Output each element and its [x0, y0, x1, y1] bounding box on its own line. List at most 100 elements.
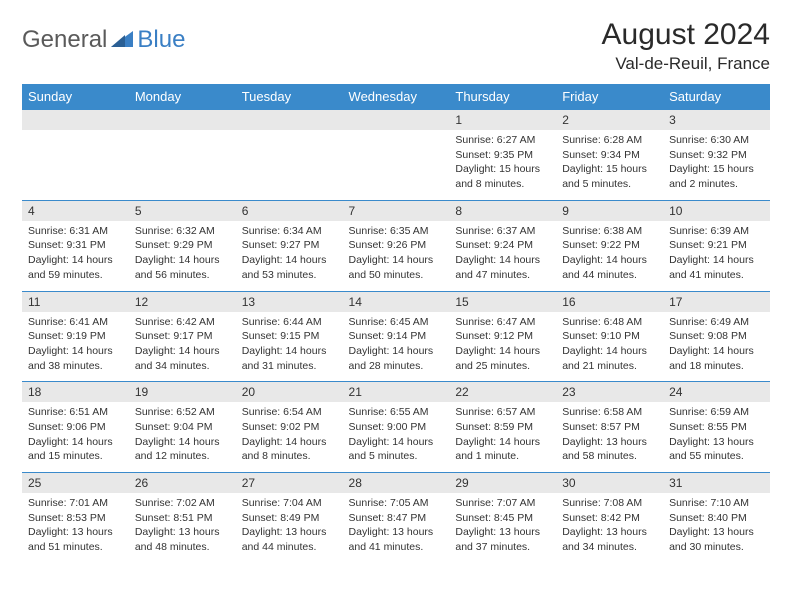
day-cell-line: Sunset: 9:08 PM — [669, 329, 764, 344]
day-cell-line: and 8 minutes. — [242, 449, 337, 464]
day-cell-line: Sunset: 9:00 PM — [349, 420, 444, 435]
header: General Blue August 2024 Val-de-Reuil, F… — [22, 18, 770, 74]
day-cell: Sunrise: 6:49 AMSunset: 9:08 PMDaylight:… — [663, 312, 770, 382]
day-cell: Sunrise: 6:32 AMSunset: 9:29 PMDaylight:… — [129, 221, 236, 291]
day-cell-line: Sunset: 9:12 PM — [455, 329, 550, 344]
day-cell-line: Sunset: 8:45 PM — [455, 511, 550, 526]
day-cell-line: Daylight: 14 hours — [349, 435, 444, 450]
date-number: 25 — [22, 473, 129, 494]
day-cell-line: Sunset: 9:19 PM — [28, 329, 123, 344]
day-cell-line: and 8 minutes. — [455, 177, 550, 192]
date-number: 2 — [556, 110, 663, 131]
day-cell-line: Sunrise: 6:35 AM — [349, 224, 444, 239]
day-header: Thursday — [449, 84, 556, 110]
day-cell-line: Sunrise: 6:51 AM — [28, 405, 123, 420]
day-cell-line: Sunrise: 7:07 AM — [455, 496, 550, 511]
day-cell-line: Sunset: 9:29 PM — [135, 238, 230, 253]
day-cell-line: Sunset: 8:59 PM — [455, 420, 550, 435]
date-number: 12 — [129, 291, 236, 312]
day-cell: Sunrise: 6:48 AMSunset: 9:10 PMDaylight:… — [556, 312, 663, 382]
day-cell-line: Sunrise: 6:57 AM — [455, 405, 550, 420]
day-cell-line: Daylight: 15 hours — [562, 162, 657, 177]
date-number: 18 — [22, 382, 129, 403]
day-cell-line: Sunrise: 7:10 AM — [669, 496, 764, 511]
day-cell-line: Sunset: 9:15 PM — [242, 329, 337, 344]
date-number: 14 — [343, 291, 450, 312]
day-cell-line: and 55 minutes. — [669, 449, 764, 464]
day-cell: Sunrise: 6:42 AMSunset: 9:17 PMDaylight:… — [129, 312, 236, 382]
day-cell-line: Daylight: 14 hours — [135, 435, 230, 450]
date-number: 16 — [556, 291, 663, 312]
day-header: Saturday — [663, 84, 770, 110]
day-cell-line: and 2 minutes. — [669, 177, 764, 192]
day-cell-line: Daylight: 15 hours — [455, 162, 550, 177]
content-row: Sunrise: 7:01 AMSunset: 8:53 PMDaylight:… — [22, 493, 770, 563]
day-cell-line: and 25 minutes. — [455, 359, 550, 374]
day-cell-line: and 59 minutes. — [28, 268, 123, 283]
content-row: Sunrise: 6:27 AMSunset: 9:35 PMDaylight:… — [22, 130, 770, 200]
day-cell: Sunrise: 6:57 AMSunset: 8:59 PMDaylight:… — [449, 402, 556, 472]
day-cell-line: Daylight: 13 hours — [28, 525, 123, 540]
date-number: 15 — [449, 291, 556, 312]
date-number: 9 — [556, 200, 663, 221]
day-cell-line: Daylight: 13 hours — [562, 435, 657, 450]
day-cell-line: Sunrise: 6:27 AM — [455, 133, 550, 148]
date-number: 7 — [343, 200, 450, 221]
day-cell-line: Daylight: 15 hours — [669, 162, 764, 177]
day-cell-line: Daylight: 14 hours — [135, 344, 230, 359]
day-cell: Sunrise: 6:47 AMSunset: 9:12 PMDaylight:… — [449, 312, 556, 382]
logo-triangle-icon — [111, 29, 133, 52]
day-cell: Sunrise: 6:27 AMSunset: 9:35 PMDaylight:… — [449, 130, 556, 200]
date-number: 5 — [129, 200, 236, 221]
day-cell-line: Daylight: 14 hours — [562, 344, 657, 359]
date-number: 24 — [663, 382, 770, 403]
calendar-page: General Blue August 2024 Val-de-Reuil, F… — [0, 0, 792, 581]
date-number: 21 — [343, 382, 450, 403]
day-cell: Sunrise: 6:35 AMSunset: 9:26 PMDaylight:… — [343, 221, 450, 291]
day-cell-line: and 38 minutes. — [28, 359, 123, 374]
date-number: 13 — [236, 291, 343, 312]
day-header: Friday — [556, 84, 663, 110]
content-row: Sunrise: 6:31 AMSunset: 9:31 PMDaylight:… — [22, 221, 770, 291]
day-cell-line: and 44 minutes. — [562, 268, 657, 283]
day-cell-line: Sunrise: 6:47 AM — [455, 315, 550, 330]
day-cell: Sunrise: 6:37 AMSunset: 9:24 PMDaylight:… — [449, 221, 556, 291]
day-cell-line: Daylight: 14 hours — [669, 253, 764, 268]
date-row: 18192021222324 — [22, 382, 770, 403]
day-cell-line: Sunset: 8:57 PM — [562, 420, 657, 435]
day-cell-line: Sunset: 9:04 PM — [135, 420, 230, 435]
day-cell-line: and 47 minutes. — [455, 268, 550, 283]
day-cell-line: Daylight: 13 hours — [349, 525, 444, 540]
day-cell-line: Sunrise: 6:44 AM — [242, 315, 337, 330]
date-number: 6 — [236, 200, 343, 221]
day-cell-line: Sunset: 8:51 PM — [135, 511, 230, 526]
day-cell: Sunrise: 6:44 AMSunset: 9:15 PMDaylight:… — [236, 312, 343, 382]
day-cell-line: and 18 minutes. — [669, 359, 764, 374]
day-cell-line: Daylight: 13 hours — [669, 435, 764, 450]
day-cell-line: Daylight: 14 hours — [562, 253, 657, 268]
day-cell-line: Sunset: 8:40 PM — [669, 511, 764, 526]
content-row: Sunrise: 6:41 AMSunset: 9:19 PMDaylight:… — [22, 312, 770, 382]
day-cell-line: Sunset: 9:31 PM — [28, 238, 123, 253]
day-cell-line: Sunset: 9:27 PM — [242, 238, 337, 253]
day-cell: Sunrise: 6:31 AMSunset: 9:31 PMDaylight:… — [22, 221, 129, 291]
day-cell-line: Sunrise: 6:54 AM — [242, 405, 337, 420]
day-cell-line: Daylight: 13 hours — [135, 525, 230, 540]
day-cell-line: Sunrise: 6:52 AM — [135, 405, 230, 420]
date-row: 45678910 — [22, 200, 770, 221]
day-cell-line: Sunrise: 6:42 AM — [135, 315, 230, 330]
date-number: 30 — [556, 473, 663, 494]
day-header-row: SundayMondayTuesdayWednesdayThursdayFrid… — [22, 84, 770, 110]
day-cell: Sunrise: 6:39 AMSunset: 9:21 PMDaylight:… — [663, 221, 770, 291]
day-cell-line: Sunrise: 6:30 AM — [669, 133, 764, 148]
day-cell-line: and 5 minutes. — [349, 449, 444, 464]
day-cell: Sunrise: 6:30 AMSunset: 9:32 PMDaylight:… — [663, 130, 770, 200]
day-cell-line: Sunrise: 7:02 AM — [135, 496, 230, 511]
day-cell: Sunrise: 7:07 AMSunset: 8:45 PMDaylight:… — [449, 493, 556, 563]
day-cell: Sunrise: 6:58 AMSunset: 8:57 PMDaylight:… — [556, 402, 663, 472]
date-number — [236, 110, 343, 131]
day-cell-line: and 51 minutes. — [28, 540, 123, 555]
date-number — [129, 110, 236, 131]
logo: General Blue — [22, 26, 185, 54]
day-cell: Sunrise: 6:38 AMSunset: 9:22 PMDaylight:… — [556, 221, 663, 291]
